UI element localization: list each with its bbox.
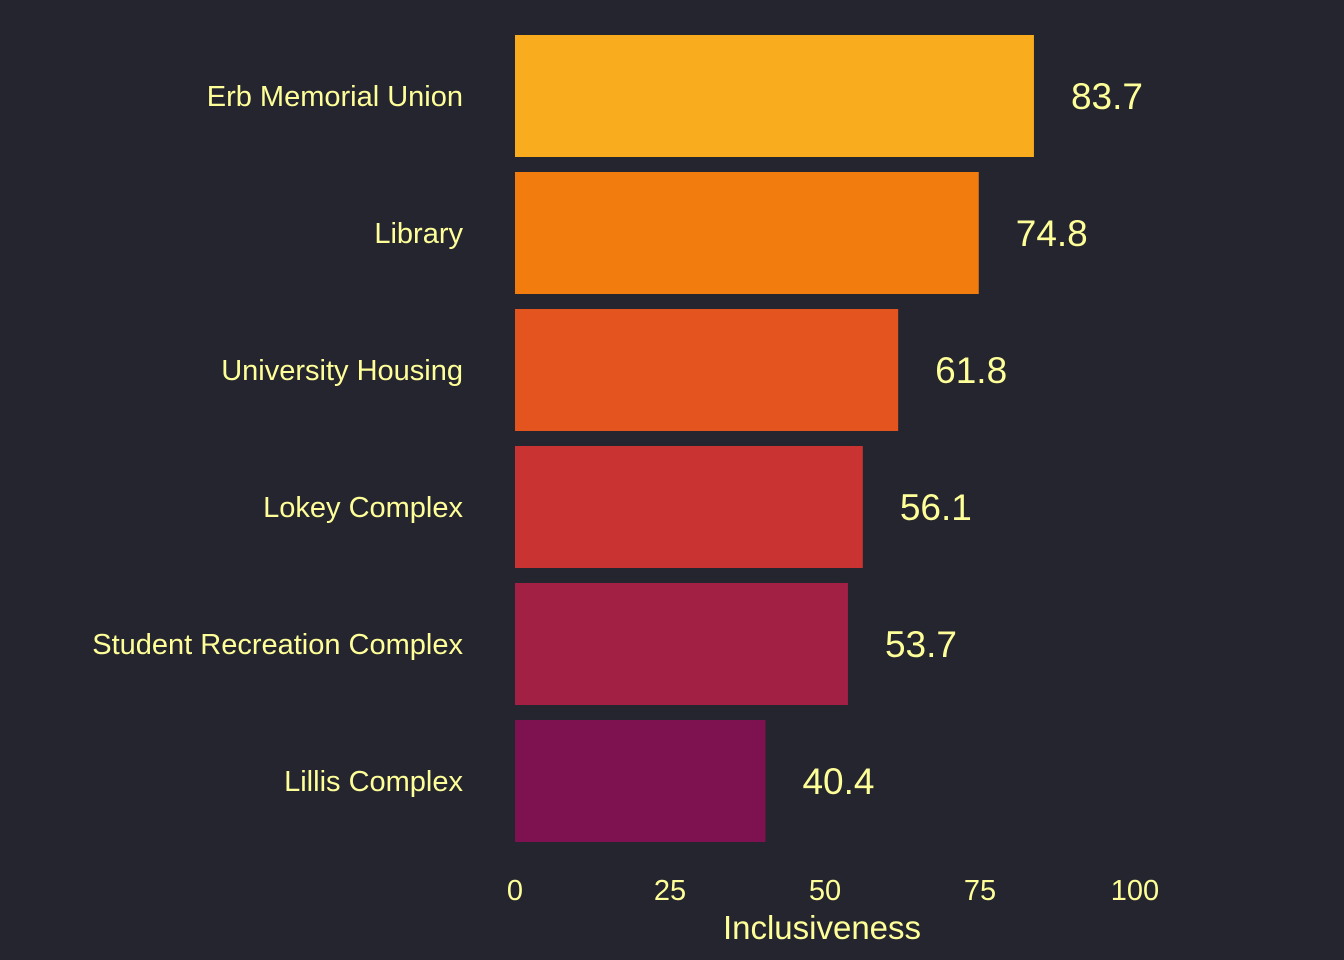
category-label-0: Erb Memorial Union [207,81,463,113]
bar-5 [515,720,766,842]
bar-1 [515,172,979,294]
value-label-1: 74.8 [1016,213,1088,254]
bars-group [515,35,1034,842]
category-labels-group: Erb Memorial Union Library University Hous… [92,81,463,798]
x-axis-title: Inclusiveness [723,909,921,946]
category-label-2: University Housing [221,355,463,387]
bar-3 [515,446,863,568]
value-label-5: 40.4 [802,761,874,802]
category-label-4: Student Recreation Complex [92,629,463,661]
value-label-4: 53.7 [885,624,957,665]
value-label-0: 83.7 [1071,76,1143,117]
bar-4 [515,583,848,705]
x-tick-label-1: 25 [654,875,686,907]
value-labels-group: 83.7 74.8 61.8 56.1 53.7 40.4 [802,76,1142,802]
value-label-2: 61.8 [935,350,1007,391]
bar-0 [515,35,1034,157]
value-label-3: 56.1 [900,487,972,528]
bar-2 [515,309,899,431]
x-tick-label-0: 0 [507,875,523,907]
x-tick-label-2: 50 [809,875,841,907]
x-axis-ticks-group: 0 25 50 75 100 [507,875,1159,907]
category-label-1: Library [374,218,463,250]
category-label-3: Lokey Complex [263,492,463,524]
x-tick-label-4: 100 [1111,875,1159,907]
category-label-5: Lillis Complex [284,766,463,798]
x-tick-label-3: 75 [964,875,996,907]
